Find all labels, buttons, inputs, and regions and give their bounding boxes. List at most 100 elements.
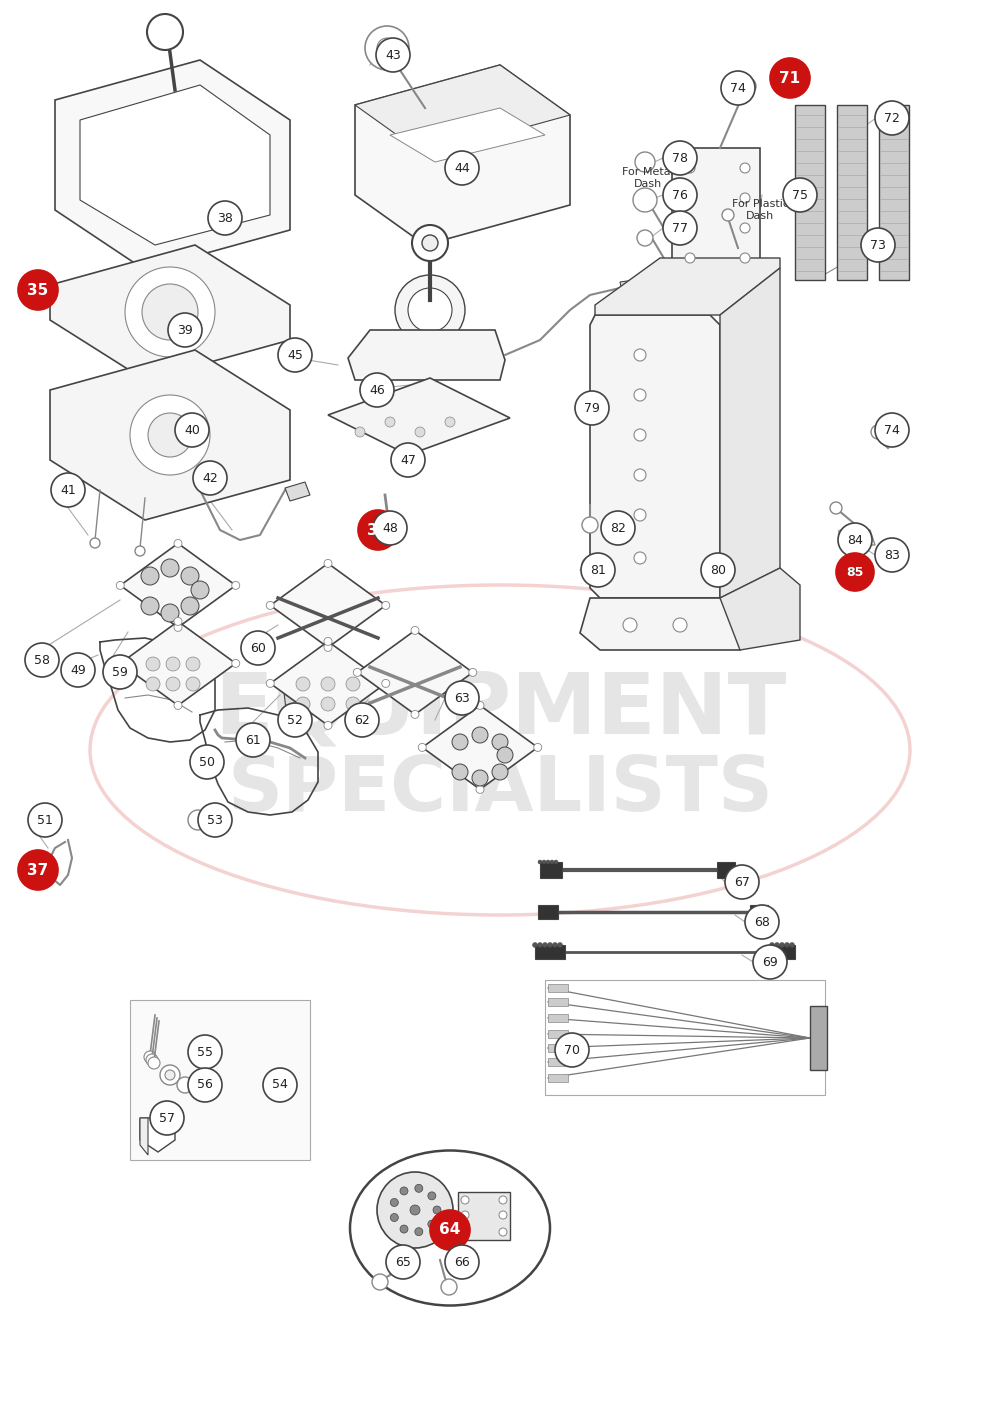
Circle shape bbox=[411, 626, 419, 634]
Circle shape bbox=[499, 1195, 507, 1204]
Circle shape bbox=[346, 677, 360, 691]
Circle shape bbox=[542, 942, 548, 948]
Circle shape bbox=[838, 555, 872, 589]
Circle shape bbox=[168, 314, 202, 348]
Polygon shape bbox=[548, 1058, 568, 1065]
Circle shape bbox=[461, 1228, 469, 1236]
Circle shape bbox=[428, 1221, 436, 1228]
Text: 39: 39 bbox=[177, 324, 193, 336]
Circle shape bbox=[552, 942, 558, 948]
Circle shape bbox=[358, 510, 398, 550]
Circle shape bbox=[492, 733, 508, 750]
Circle shape bbox=[555, 1033, 589, 1067]
Text: 75: 75 bbox=[792, 188, 808, 202]
Polygon shape bbox=[620, 278, 652, 302]
Polygon shape bbox=[580, 598, 740, 650]
Circle shape bbox=[433, 1207, 441, 1214]
Polygon shape bbox=[120, 544, 236, 627]
Circle shape bbox=[415, 427, 425, 437]
Polygon shape bbox=[595, 259, 780, 315]
Ellipse shape bbox=[350, 1150, 550, 1306]
Polygon shape bbox=[422, 705, 538, 790]
Circle shape bbox=[376, 38, 410, 72]
Text: 67: 67 bbox=[734, 876, 750, 889]
Circle shape bbox=[634, 430, 646, 441]
Text: 62: 62 bbox=[354, 714, 370, 726]
Circle shape bbox=[380, 514, 396, 530]
Text: 85: 85 bbox=[846, 565, 864, 578]
Text: EQUIPMENT: EQUIPMENT bbox=[214, 668, 786, 752]
Circle shape bbox=[266, 602, 274, 609]
Circle shape bbox=[160, 1065, 180, 1085]
Circle shape bbox=[18, 270, 58, 309]
Circle shape bbox=[499, 1228, 507, 1236]
Circle shape bbox=[472, 770, 488, 786]
Circle shape bbox=[548, 942, 552, 948]
Circle shape bbox=[497, 747, 513, 763]
Circle shape bbox=[546, 861, 550, 863]
Text: 40: 40 bbox=[184, 424, 200, 437]
Text: 47: 47 bbox=[400, 454, 416, 466]
Circle shape bbox=[461, 1211, 469, 1219]
Text: 85: 85 bbox=[847, 565, 863, 578]
Circle shape bbox=[144, 1051, 156, 1063]
Circle shape bbox=[116, 660, 124, 667]
Circle shape bbox=[296, 697, 310, 711]
Text: 74: 74 bbox=[884, 424, 900, 437]
Circle shape bbox=[321, 697, 335, 711]
Circle shape bbox=[601, 512, 635, 545]
Polygon shape bbox=[810, 1006, 827, 1070]
Circle shape bbox=[634, 469, 646, 480]
Circle shape bbox=[186, 657, 200, 671]
Circle shape bbox=[408, 288, 452, 332]
Text: 50: 50 bbox=[199, 756, 215, 769]
Circle shape bbox=[538, 861, 542, 863]
Circle shape bbox=[148, 1057, 160, 1070]
Polygon shape bbox=[540, 862, 562, 877]
Polygon shape bbox=[879, 105, 909, 280]
Circle shape bbox=[61, 653, 95, 687]
Circle shape bbox=[28, 803, 62, 836]
Circle shape bbox=[554, 861, 558, 863]
Circle shape bbox=[441, 1279, 457, 1294]
Text: 68: 68 bbox=[754, 916, 770, 928]
Polygon shape bbox=[285, 482, 310, 502]
Circle shape bbox=[232, 581, 240, 589]
Polygon shape bbox=[328, 379, 510, 455]
Text: 73: 73 bbox=[870, 239, 886, 252]
Text: 53: 53 bbox=[207, 814, 223, 827]
Circle shape bbox=[836, 552, 874, 591]
Circle shape bbox=[725, 865, 759, 899]
Circle shape bbox=[125, 267, 215, 357]
Text: 51: 51 bbox=[37, 814, 53, 827]
Circle shape bbox=[685, 162, 695, 172]
Circle shape bbox=[875, 413, 909, 447]
Circle shape bbox=[324, 637, 332, 646]
Circle shape bbox=[623, 617, 637, 632]
Text: For Metal
Dash: For Metal Dash bbox=[622, 167, 674, 189]
Text: 55: 55 bbox=[197, 1046, 213, 1058]
Circle shape bbox=[141, 598, 159, 615]
Text: SPECIALISTS: SPECIALISTS bbox=[227, 753, 773, 827]
Polygon shape bbox=[672, 148, 760, 278]
Circle shape bbox=[193, 461, 227, 495]
Circle shape bbox=[161, 560, 179, 577]
Polygon shape bbox=[717, 862, 735, 877]
Polygon shape bbox=[270, 564, 386, 647]
Circle shape bbox=[780, 942, 784, 948]
Text: 36: 36 bbox=[367, 523, 389, 537]
Circle shape bbox=[634, 389, 646, 401]
Circle shape bbox=[395, 276, 465, 345]
Circle shape bbox=[740, 253, 750, 263]
Circle shape bbox=[582, 517, 598, 533]
Circle shape bbox=[377, 1171, 453, 1248]
Circle shape bbox=[188, 1068, 222, 1102]
Circle shape bbox=[745, 904, 779, 940]
Circle shape bbox=[373, 512, 407, 545]
Polygon shape bbox=[355, 65, 570, 155]
Text: 56: 56 bbox=[197, 1078, 213, 1091]
Circle shape bbox=[188, 1034, 222, 1070]
Circle shape bbox=[390, 1214, 398, 1221]
Text: 72: 72 bbox=[884, 112, 900, 124]
Circle shape bbox=[51, 473, 85, 507]
